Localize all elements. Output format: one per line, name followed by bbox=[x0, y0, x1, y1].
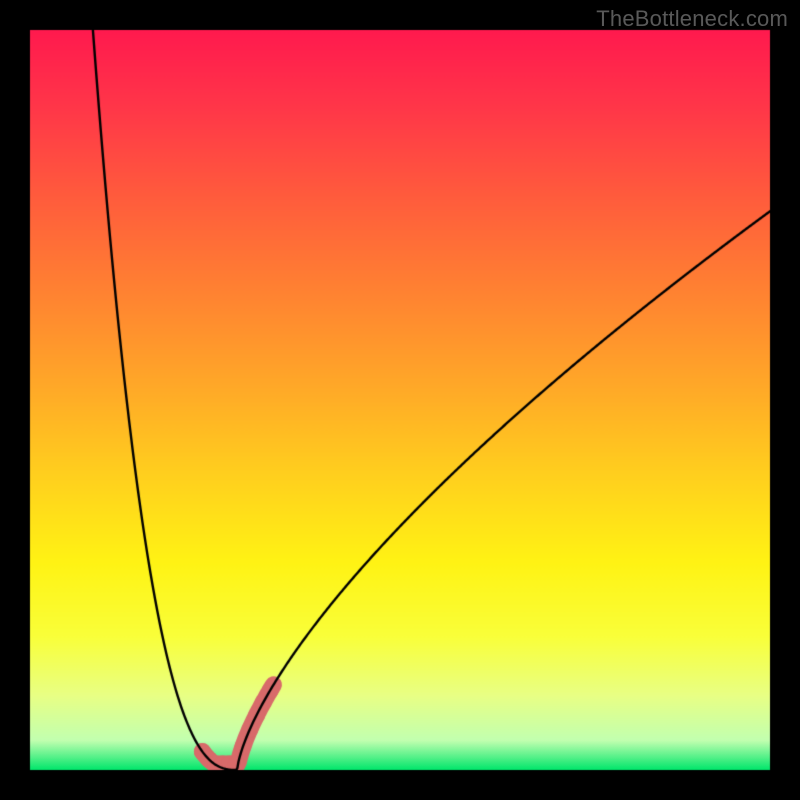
chart-stage: TheBottleneck.com bbox=[0, 0, 800, 800]
bottleneck-curve-chart bbox=[0, 0, 800, 800]
watermark-text: TheBottleneck.com bbox=[596, 6, 788, 32]
